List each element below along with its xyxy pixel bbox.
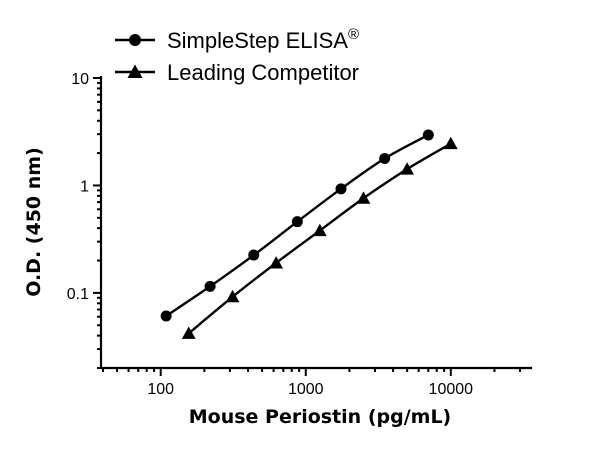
x-tick-label: 100 xyxy=(147,381,174,398)
x-tick-label: 10000 xyxy=(429,381,474,398)
data-point xyxy=(291,216,303,228)
data-point xyxy=(379,153,391,165)
data-point xyxy=(204,280,216,292)
data-point xyxy=(312,223,327,237)
series-simplestep-elisa xyxy=(160,129,434,322)
data-point xyxy=(160,310,172,322)
series-layer xyxy=(160,129,458,339)
legend-item: Leading Competitor xyxy=(115,60,359,85)
registered-mark: ® xyxy=(348,26,359,43)
data-point xyxy=(269,256,284,269)
x-axis-label: Mouse Periostin (pg/mL) xyxy=(189,406,452,428)
y-tick-label: 1 xyxy=(80,178,89,195)
data-point xyxy=(400,162,415,175)
series-leading-competitor xyxy=(181,136,458,339)
data-point xyxy=(443,136,458,150)
legend-marker xyxy=(129,34,141,46)
data-point xyxy=(181,326,196,339)
y-tick-label: 10 xyxy=(71,71,89,88)
legend-label: SimpleStep ELISA® xyxy=(167,26,359,53)
legend-marker xyxy=(127,64,143,78)
data-point xyxy=(356,191,371,204)
y-tick-label: 0.1 xyxy=(67,286,89,303)
axes: 100 1000 10000 0.1 1 10 xyxy=(67,71,532,398)
data-point xyxy=(225,289,240,303)
data-point xyxy=(335,183,347,195)
data-point xyxy=(422,129,434,141)
data-point xyxy=(248,249,260,261)
legend-item: SimpleStep ELISA® xyxy=(115,26,359,53)
y-axis-label: O.D. (450 nm) xyxy=(23,147,45,297)
legend: SimpleStep ELISA® Leading Competitor xyxy=(115,26,359,85)
x-tick-label: 1000 xyxy=(288,381,324,398)
legend-label: Leading Competitor xyxy=(167,60,359,85)
